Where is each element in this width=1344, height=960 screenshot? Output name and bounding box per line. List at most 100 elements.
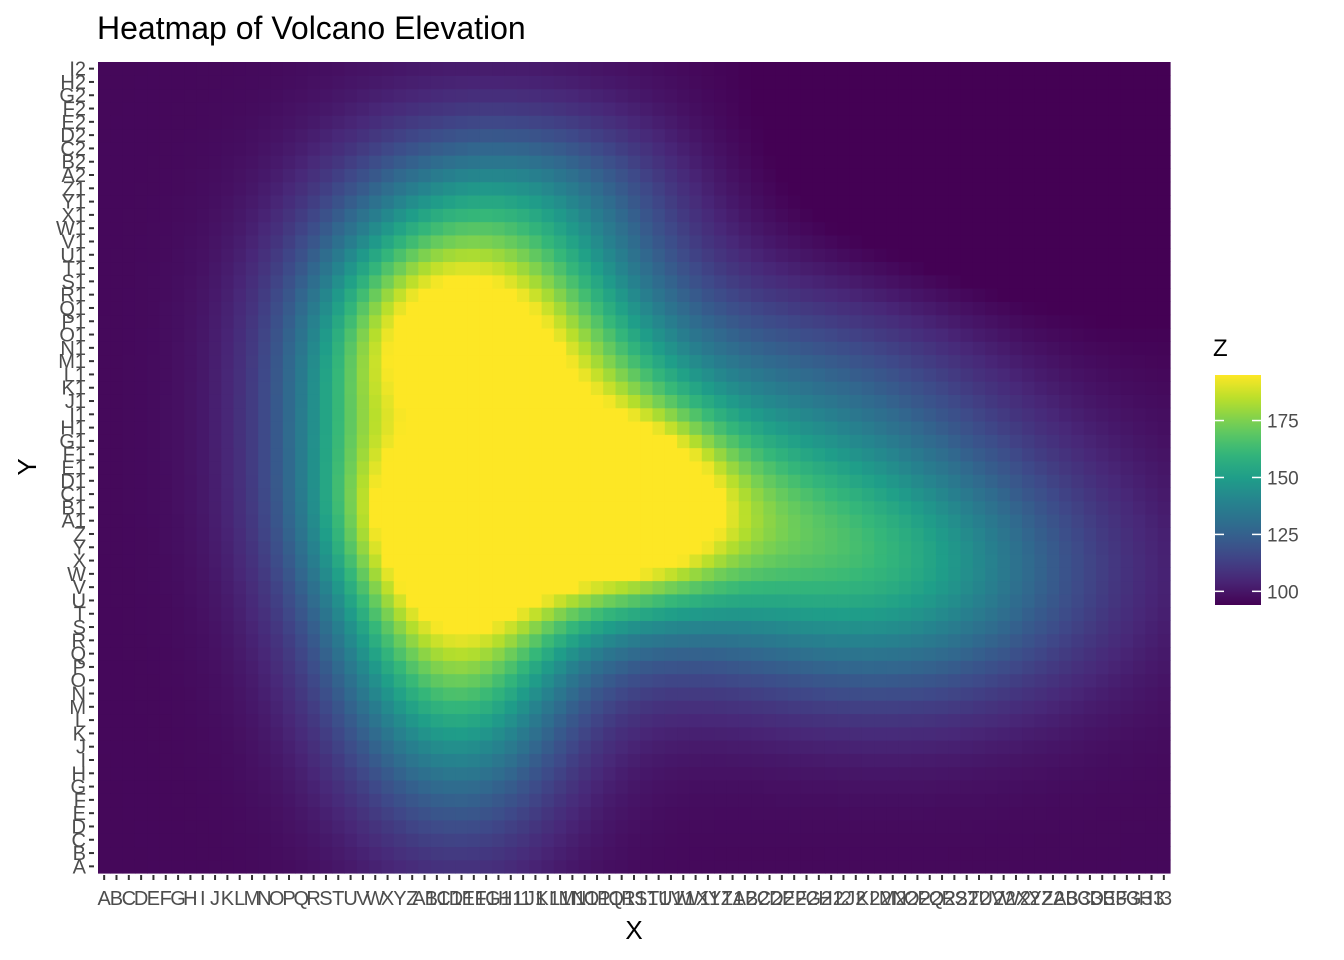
heatmap-cell <box>763 248 777 263</box>
heatmap-cell <box>270 128 284 143</box>
heatmap-cell <box>849 553 863 568</box>
heatmap-cell <box>627 859 641 874</box>
heatmap-cell <box>590 88 604 103</box>
heatmap-cell <box>171 274 185 289</box>
heatmap-cell <box>504 726 518 741</box>
heatmap-cell <box>1034 567 1048 582</box>
heatmap-cell <box>1071 274 1085 289</box>
heatmap-cell <box>196 327 210 342</box>
heatmap-cell <box>258 101 272 116</box>
heatmap-cell <box>788 62 801 76</box>
heatmap-cell <box>529 394 543 409</box>
heatmap-cell <box>948 833 962 848</box>
heatmap-cell <box>270 194 284 209</box>
heatmap-cell <box>134 553 148 568</box>
heatmap-cell <box>800 354 814 369</box>
heatmap-cell <box>751 686 764 701</box>
heatmap-cell <box>603 341 617 356</box>
heatmap-cell <box>960 447 974 462</box>
heatmap-cell <box>985 527 999 542</box>
heatmap-cell <box>295 407 309 422</box>
heatmap-cell <box>159 540 173 555</box>
heatmap-cell <box>529 806 543 821</box>
heatmap-cell <box>997 527 1011 542</box>
heatmap-cell <box>110 859 124 874</box>
heatmap-cell <box>948 859 962 874</box>
heatmap-cell <box>664 633 678 648</box>
heatmap-cell <box>837 686 851 701</box>
heatmap-cell <box>1071 407 1085 422</box>
heatmap-cell <box>196 367 210 382</box>
heatmap-cell <box>344 460 358 475</box>
heatmap-cell <box>406 62 419 76</box>
heatmap-cell <box>1009 181 1023 196</box>
heatmap-cell <box>356 234 370 249</box>
heatmap-cell <box>689 88 703 103</box>
heatmap-cell <box>911 75 925 90</box>
heatmap-cell <box>110 766 124 781</box>
heatmap-cell <box>664 221 678 236</box>
heatmap-cell <box>1071 234 1085 249</box>
heatmap-cell <box>221 75 235 90</box>
heatmap-cell <box>578 673 592 688</box>
heatmap-cell <box>504 141 518 156</box>
heatmap-cell <box>393 381 407 395</box>
heatmap-cell <box>701 567 715 582</box>
heatmap-cell <box>640 806 654 821</box>
heatmap-cell <box>147 208 161 223</box>
heatmap-cell <box>270 540 284 555</box>
heatmap-cell <box>504 101 518 116</box>
heatmap-cell <box>960 700 974 715</box>
heatmap-cell <box>541 420 555 435</box>
heatmap-cell <box>726 713 740 728</box>
heatmap-cell <box>911 341 925 356</box>
heatmap-cell <box>307 859 321 874</box>
heatmap-cell <box>1009 128 1023 143</box>
heatmap-cell <box>479 115 493 130</box>
heatmap-cell <box>726 540 740 555</box>
heatmap-cell <box>640 62 654 76</box>
heatmap-cell <box>812 673 826 688</box>
heatmap-cell <box>985 420 999 435</box>
heatmap-cell <box>566 793 580 808</box>
heatmap-cell <box>159 261 173 276</box>
heatmap-cell <box>960 753 974 768</box>
heatmap-cell <box>122 540 136 555</box>
heatmap-cell <box>935 686 949 701</box>
heatmap-cell <box>1059 514 1073 528</box>
heatmap-cell <box>615 354 629 369</box>
heatmap-cell <box>886 660 900 675</box>
heatmap-cell <box>849 540 863 555</box>
heatmap-cell <box>960 514 974 528</box>
heatmap-cell <box>344 141 358 156</box>
heatmap-cell <box>1096 540 1109 555</box>
heatmap-cell <box>960 500 974 515</box>
heatmap-cell <box>110 646 124 661</box>
heatmap-cell <box>1071 248 1085 263</box>
heatmap-cell <box>788 607 801 621</box>
heatmap-cell <box>751 447 764 462</box>
heatmap-cell <box>677 261 691 276</box>
heatmap-cell <box>751 673 764 688</box>
heatmap-cell <box>824 713 838 728</box>
heatmap-cell <box>701 434 715 449</box>
heatmap-cell <box>948 208 962 223</box>
heatmap-cell <box>788 567 801 582</box>
heatmap-cell <box>381 686 395 701</box>
heatmap-cell <box>590 314 604 329</box>
heatmap-cell <box>566 75 580 90</box>
heatmap-cell <box>393 460 407 475</box>
heatmap-cell <box>369 341 382 356</box>
heatmap-cell <box>972 540 986 555</box>
heatmap-cell <box>775 740 789 754</box>
heatmap-cell <box>788 726 801 741</box>
heatmap-cell <box>960 168 974 183</box>
heatmap-cell <box>566 859 580 874</box>
heatmap-cell <box>898 620 912 635</box>
heatmap-cell <box>184 75 198 90</box>
heatmap-cell <box>775 766 789 781</box>
heatmap-cell <box>295 460 309 475</box>
heatmap-cell <box>479 381 493 395</box>
heatmap-cell <box>689 181 703 196</box>
heatmap-cell <box>824 740 838 754</box>
